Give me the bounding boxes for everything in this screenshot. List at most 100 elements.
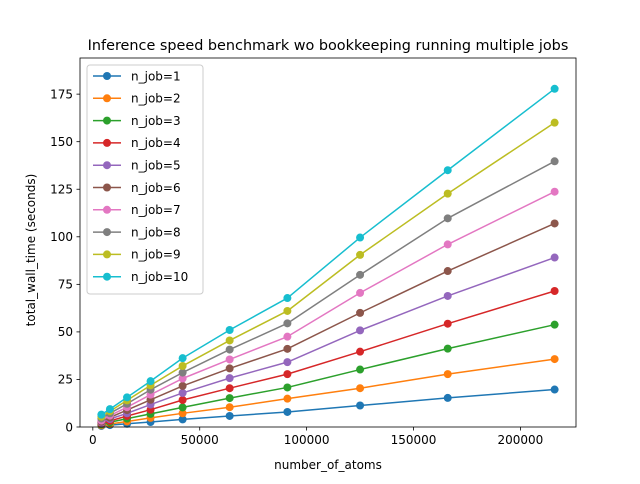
legend: n_job=1 n_job=2 n_job=3 n_job=4 n_job=5 n_job… [86, 64, 204, 295]
data-point [225, 355, 234, 364]
legend-entry: n_job=9 [93, 248, 181, 262]
data-point [356, 250, 365, 259]
data-point [283, 370, 292, 379]
data-point [550, 219, 559, 228]
y-tick-label: 175 [50, 87, 73, 101]
x-tick-label: 150000 [391, 433, 437, 447]
data-point [283, 344, 292, 353]
legend-entry: n_job=6 [93, 181, 181, 195]
data-point [178, 361, 187, 370]
legend-marker [103, 272, 111, 281]
legend-marker [103, 161, 111, 170]
data-point [356, 288, 365, 297]
legend-label: n_job=8 [131, 225, 181, 239]
legend-marker [103, 183, 111, 192]
plot-area [79, 57, 577, 430]
data-point [356, 384, 365, 393]
data-point [225, 374, 234, 383]
legend-marker [103, 250, 111, 259]
data-point [443, 344, 452, 353]
series-line [101, 290, 555, 425]
legend-box [86, 64, 204, 295]
x-axis-label: number_of_atoms [274, 458, 382, 472]
data-point [356, 365, 365, 374]
data-point [443, 291, 452, 300]
legend-marker [103, 116, 111, 125]
legend-label: n_job=1 [131, 69, 181, 83]
legend-label: n_job=5 [131, 159, 181, 173]
data-point [225, 394, 234, 403]
y-tick-label: 150 [50, 135, 73, 149]
data-point [225, 336, 234, 345]
data-point [443, 189, 452, 198]
legend-entry: n_job=2 [93, 92, 181, 106]
legend-label: n_job=10 [131, 270, 188, 284]
data-point [225, 345, 234, 354]
data-point [443, 240, 452, 249]
x-tick-label: 100000 [284, 433, 330, 447]
data-point [178, 381, 187, 390]
legend-label: n_job=7 [131, 203, 181, 217]
series-line [100, 160, 555, 420]
legend-entry: n_job=10 [93, 270, 188, 284]
data-point [550, 84, 559, 93]
data-point [356, 347, 365, 356]
data-point [178, 354, 187, 363]
x-tick-label: 50000 [181, 433, 219, 447]
y-tick-label: 125 [50, 183, 73, 197]
legend-entry: n_job=5 [93, 159, 181, 173]
series-line [101, 222, 555, 423]
legend-entry: n_job=7 [93, 203, 181, 217]
axes-frame [79, 57, 577, 428]
data-point [178, 403, 187, 412]
data-point [178, 395, 187, 404]
data-point [105, 405, 114, 414]
data-point [443, 393, 452, 402]
data-point [443, 370, 452, 379]
legend-label: n_job=2 [131, 92, 181, 106]
data-point [356, 308, 365, 317]
data-point [283, 407, 292, 416]
data-point [225, 364, 234, 373]
data-point [283, 319, 292, 328]
data-point [283, 306, 292, 315]
data-point [178, 374, 187, 383]
series-line [101, 388, 555, 427]
x-tick-label: 0 [89, 433, 97, 447]
legend-marker [103, 72, 111, 80]
y-tick-label: 75 [58, 278, 73, 292]
data-point [356, 270, 365, 279]
data-point [356, 401, 365, 410]
legend-entry: n_job=8 [93, 225, 181, 239]
data-point [123, 393, 132, 402]
data-point [146, 377, 155, 386]
legend-marker [103, 94, 111, 103]
data-point [356, 326, 365, 335]
legend-marker [103, 205, 111, 214]
data-point [550, 118, 559, 127]
data-point [97, 410, 106, 419]
data-point [178, 388, 187, 397]
data-point [283, 358, 292, 367]
legend-entry: n_job=1 [93, 69, 181, 83]
x-axis: 0 50000 100000 150000 200000 [89, 427, 543, 447]
y-tick-label: 25 [58, 373, 73, 387]
data-point [283, 294, 292, 303]
series-line [101, 358, 555, 427]
data-point [225, 403, 234, 412]
data-point [178, 409, 187, 418]
y-tick-label: 100 [50, 230, 73, 244]
series-line [100, 122, 556, 418]
series-line [100, 88, 556, 416]
legend-entry: n_job=4 [93, 136, 181, 150]
legend-entry: n_job=3 [93, 114, 181, 128]
x-tick-label: 200000 [498, 433, 544, 447]
data-point [550, 385, 559, 394]
legend-marker [103, 138, 111, 147]
data-point [443, 166, 452, 175]
legend-label: n_job=3 [131, 114, 181, 128]
series-line [101, 323, 555, 426]
legend-marker [103, 228, 111, 237]
